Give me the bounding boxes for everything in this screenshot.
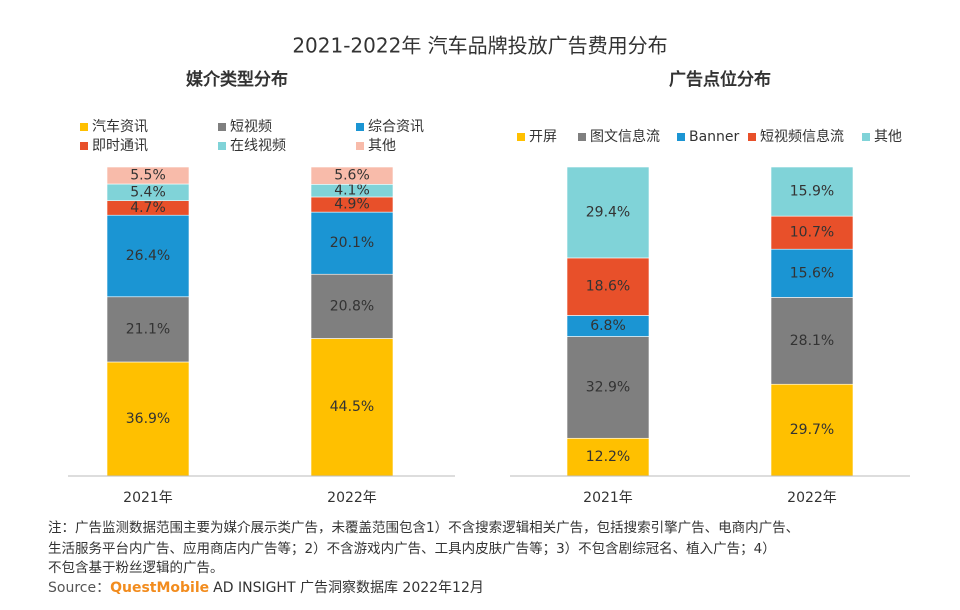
x-tick-label: 2021年: [123, 490, 173, 506]
legend-label: 短视频: [230, 119, 272, 135]
value-label: 6.8%: [590, 318, 626, 334]
value-label: 29.7%: [790, 422, 834, 438]
legend-swatch: [218, 142, 226, 150]
value-label: 4.1%: [334, 183, 370, 199]
bar-segment: [106, 296, 190, 363]
source: Source：QuestMobile AD INSIGHT 广告洞察数据库 202…: [48, 579, 484, 596]
value-label: 28.1%: [790, 333, 834, 349]
chart-subtitle: 媒介类型分布: [186, 69, 288, 90]
value-label: 32.9%: [586, 379, 630, 395]
bar-segment: [566, 437, 650, 477]
value-label: 44.5%: [330, 399, 374, 415]
value-label: 5.4%: [130, 184, 166, 200]
legend-swatch: [356, 123, 364, 131]
note-line: 生活服务平台内广告、应用商店内广告等；2）不含游戏内广告、工具内皮肤广告等；3）…: [48, 540, 776, 557]
legend-swatch: [80, 142, 88, 150]
value-label: 5.6%: [334, 168, 370, 184]
value-label: 12.2%: [586, 449, 630, 465]
value-label: 10.7%: [790, 225, 834, 241]
bar-segment: [770, 248, 854, 298]
value-label: 21.1%: [126, 321, 170, 337]
legend-swatch: [218, 123, 226, 131]
chart-subtitle: 广告点位分布: [669, 69, 771, 90]
x-tick-label: 2022年: [327, 490, 377, 506]
bar-segment: [770, 166, 854, 217]
legend-label: Banner: [689, 129, 740, 145]
legend-swatch: [862, 133, 870, 141]
bar-segment: [770, 215, 854, 250]
x-tick-label: 2022年: [787, 490, 837, 506]
value-label: 26.4%: [126, 248, 170, 264]
bar-segment: [310, 166, 394, 185]
bar-segment: [566, 336, 650, 439]
bar-segment: [106, 166, 190, 185]
note-line: 不包含基于粉丝逻辑的广告。: [48, 559, 224, 576]
legend-swatch: [748, 133, 756, 141]
legend-swatch: [578, 133, 586, 141]
value-label: 18.6%: [586, 279, 630, 295]
legend-swatch: [80, 123, 88, 131]
legend-label: 在线视频: [230, 138, 286, 154]
bar-segment: [566, 166, 650, 259]
legend-swatch: [677, 133, 685, 141]
value-label: 20.8%: [330, 298, 374, 314]
value-label: 29.4%: [586, 204, 630, 220]
legend-label: 其他: [874, 129, 902, 145]
x-tick-label: 2021年: [583, 490, 633, 506]
source-label: Source：: [48, 580, 110, 596]
bar-segment: [310, 211, 394, 275]
value-label: 4.7%: [130, 200, 166, 216]
bar-segment: [770, 297, 854, 385]
source-text: AD INSIGHT 广告洞察数据库 2022年12月: [213, 579, 484, 596]
value-label: 20.1%: [330, 235, 374, 251]
legend-swatch: [517, 133, 525, 141]
bar-segment: [770, 383, 854, 477]
bar-segment: [566, 257, 650, 316]
source-brand: QuestMobile: [110, 580, 209, 596]
legend-label: 开屏: [529, 129, 557, 145]
legend-swatch: [356, 142, 364, 150]
bar-segment: [310, 273, 394, 339]
legend-label: 图文信息流: [590, 128, 660, 145]
note-line: 注：广告监测数据范围主要为媒介展示类广告，未覆盖范围包含1）不含搜索逻辑相关广告…: [48, 520, 799, 536]
value-label: 15.9%: [790, 184, 834, 200]
legend-label: 其他: [368, 138, 396, 154]
bar-segment: [106, 361, 190, 477]
page-title: 2021-2022年 汽车品牌投放广告费用分布: [292, 34, 667, 58]
value-label: 15.6%: [790, 265, 834, 281]
legend-label: 即时通讯: [92, 138, 148, 154]
value-label: 36.9%: [126, 411, 170, 427]
legend-label: 汽车资讯: [92, 118, 148, 135]
value-label: 5.5%: [130, 167, 166, 183]
value-label: 4.9%: [334, 197, 370, 213]
legend-label: 综合资讯: [368, 119, 424, 135]
legend-label: 短视频信息流: [760, 128, 844, 145]
